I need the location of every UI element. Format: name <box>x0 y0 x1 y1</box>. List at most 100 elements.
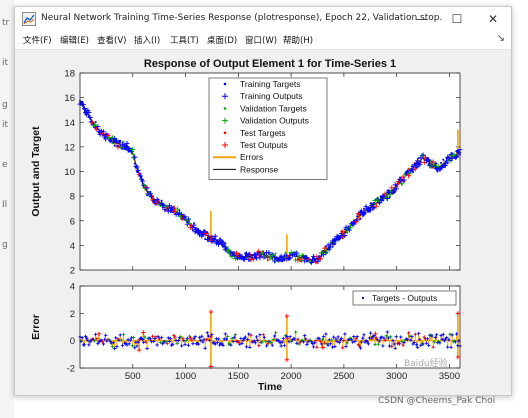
test-output-point <box>105 132 111 138</box>
train-error-marker <box>120 343 125 348</box>
train-output-point <box>165 208 171 214</box>
error-ytick-label: -2 <box>67 364 75 375</box>
test-target-point <box>189 223 192 226</box>
figure-window: Neural Network Training Time-Series Resp… <box>14 6 512 396</box>
train-error-marker <box>113 336 118 340</box>
train-output-point <box>87 114 93 120</box>
test-error-marker <box>189 338 194 342</box>
train-error-marker <box>394 334 399 339</box>
train-error-marker <box>391 338 395 343</box>
val-output-point <box>174 206 180 212</box>
spike-error-marker <box>284 357 290 362</box>
train-error-marker <box>381 344 385 348</box>
train-error-marker <box>215 340 220 345</box>
train-error-marker <box>118 333 123 337</box>
test-target-point <box>357 216 360 219</box>
val-error-marker <box>230 336 234 341</box>
train-error-marker <box>453 340 458 344</box>
train-target-point <box>337 234 340 237</box>
train-error-marker <box>426 343 431 348</box>
train-target-point <box>419 160 422 163</box>
train-output-point <box>448 151 454 157</box>
menu-view[interactable]: 查看(V) <box>97 36 127 46</box>
val-output-point <box>92 122 98 128</box>
train-error-marker <box>317 336 321 341</box>
train-output-point <box>257 255 263 261</box>
response-title: Response of Output Element 1 for Time-Se… <box>144 58 396 70</box>
menu-tools[interactable]: 工具(T) <box>170 36 199 46</box>
spike-error-marker <box>141 330 146 335</box>
train-target-point <box>121 147 124 150</box>
test-error-marker <box>94 336 99 341</box>
expand-toolbar-icon[interactable]: ↘ <box>496 33 505 44</box>
menu-edit[interactable]: 编辑(E) <box>60 36 90 46</box>
train-error-marker <box>125 343 129 347</box>
train-error-marker <box>167 339 172 344</box>
test-output-point <box>143 184 149 190</box>
train-target-point <box>440 161 442 164</box>
spike-error-marker <box>136 348 142 353</box>
legend-label: Test Outputs <box>240 140 288 150</box>
minimize-button[interactable]: — <box>415 12 427 26</box>
train-error-marker <box>301 339 306 344</box>
train-output-point <box>184 221 190 227</box>
test-error-marker <box>340 346 345 350</box>
train-error-marker <box>159 335 164 340</box>
maximize-button[interactable]: ☐ <box>451 12 463 26</box>
test-error-marker <box>150 334 155 339</box>
val-target-point <box>226 246 229 249</box>
background-text: e <box>2 160 8 170</box>
test-error-marker <box>188 336 193 340</box>
train-error-marker <box>84 336 89 340</box>
train-output-point <box>95 123 101 129</box>
train-error-marker <box>126 337 130 342</box>
val-error-marker <box>233 332 238 337</box>
menu-bar: 文件(F) 编辑(E) 查看(V) 插入(I) 工具(T) 桌面(D) 窗口(W… <box>15 31 511 50</box>
train-error-marker <box>311 345 316 349</box>
menu-window[interactable]: 窗口(W) <box>245 36 278 46</box>
train-output-point <box>96 129 102 135</box>
val-output-point <box>106 135 112 141</box>
train-output-point <box>240 256 246 262</box>
train-error-marker <box>132 346 137 350</box>
menu-help[interactable]: 帮助(H) <box>283 36 314 46</box>
train-target-point <box>416 165 419 168</box>
train-target-point <box>359 217 362 220</box>
close-button[interactable]: ✕ <box>487 12 499 26</box>
test-error-marker <box>286 336 290 341</box>
error-ytick-label: 4 <box>70 282 75 293</box>
val-output-point <box>298 257 304 263</box>
train-error-marker <box>246 332 251 336</box>
plot-area: Response of Output Element 1 for Time-Se… <box>30 58 463 393</box>
menu-file[interactable]: 文件(F) <box>23 36 52 46</box>
test-target-point <box>172 205 175 208</box>
val-output-point <box>131 155 137 161</box>
response-axes-frame <box>79 72 461 271</box>
train-error-marker <box>303 337 308 341</box>
test-output-point <box>89 120 95 126</box>
test-output-point <box>340 229 346 235</box>
train-error-marker <box>115 344 119 349</box>
test-error-marker <box>257 343 261 348</box>
train-target-point <box>113 144 116 147</box>
val-error-marker <box>225 334 230 339</box>
legend-symbol-plus <box>222 142 228 148</box>
title-bar[interactable]: Neural Network Training Time-Series Resp… <box>15 7 511 31</box>
train-output-point <box>161 202 167 208</box>
background-text: g <box>2 100 8 110</box>
test-error-marker <box>173 335 177 339</box>
background-text: g <box>2 240 8 250</box>
train-error-marker <box>377 339 382 343</box>
val-target-point <box>389 189 392 192</box>
test-output-point <box>203 230 209 236</box>
menu-insert[interactable]: 插入(I) <box>134 36 161 46</box>
val-target-point <box>132 153 135 156</box>
train-target-point <box>157 198 160 201</box>
test-error-marker <box>181 336 185 341</box>
menu-desktop[interactable]: 桌面(D) <box>207 36 238 46</box>
val-error-marker <box>373 342 377 347</box>
response-ytick-label: 6 <box>70 216 75 227</box>
test-target-point <box>315 261 318 264</box>
train-error-marker <box>397 342 402 346</box>
train-target-point <box>446 161 449 164</box>
